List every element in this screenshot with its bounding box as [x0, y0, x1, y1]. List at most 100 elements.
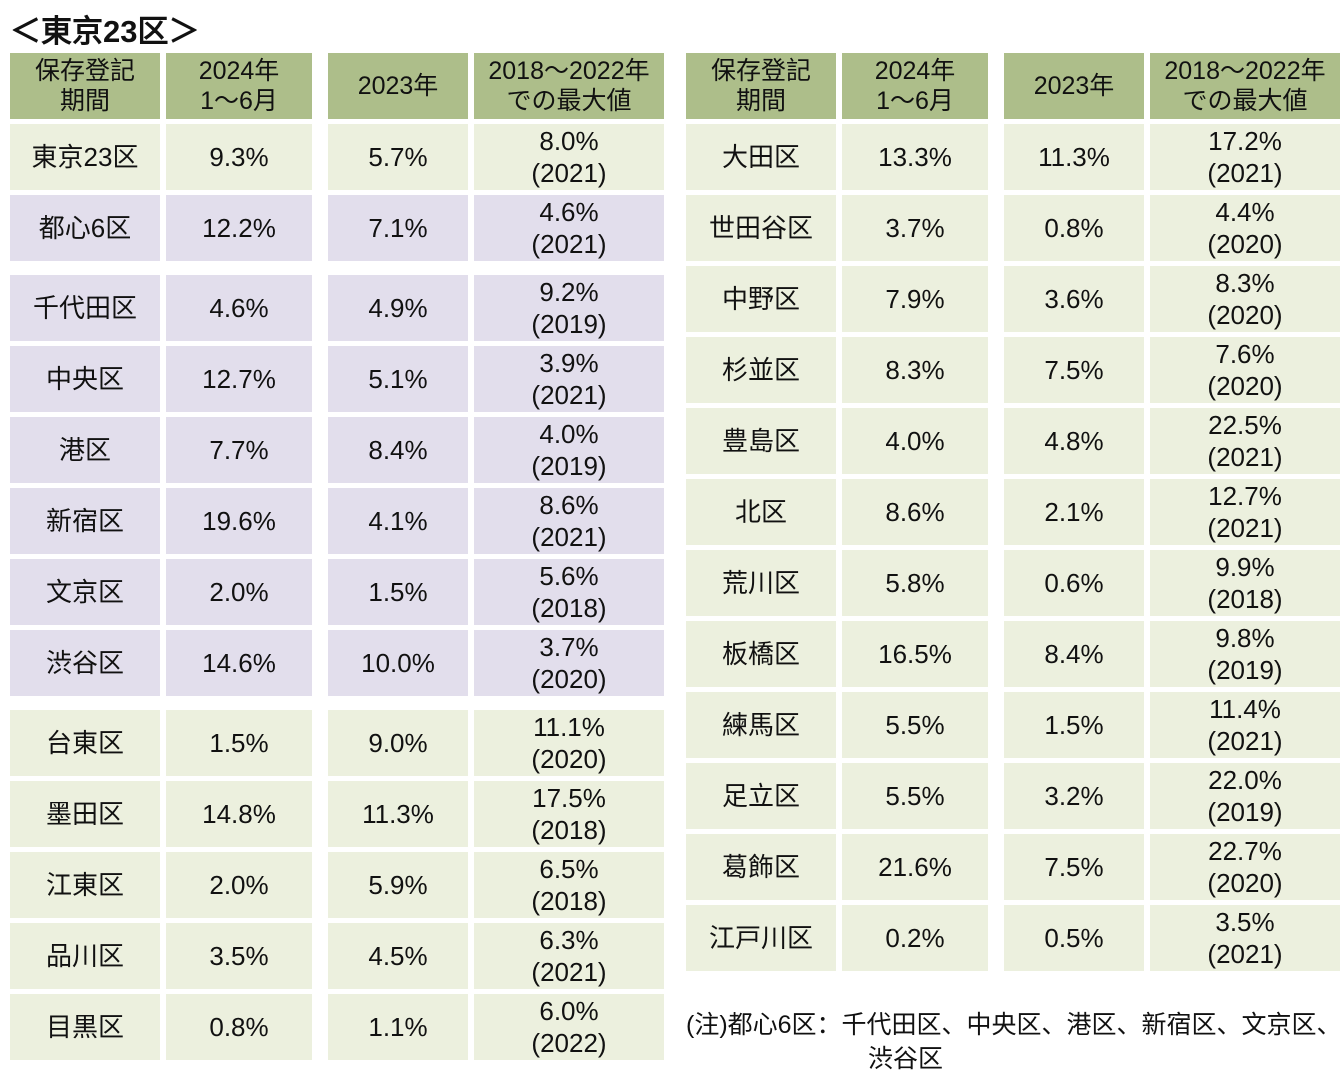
max-value: 3.9%	[539, 348, 599, 378]
table-row: 大田区 13.3% 11.3% 17.2% (2021)	[686, 124, 1340, 190]
max-value-cell: 11.1% (2020)	[474, 710, 664, 776]
value-2024-h1-cell: 3.5%	[166, 923, 312, 989]
ward-name-cell: 練馬区	[686, 692, 836, 758]
ward-name-cell: 大田区	[686, 124, 836, 190]
column-header-max-2018-2022: 2018～2022年 での最大値	[474, 53, 664, 119]
max-value: 4.4%	[1215, 197, 1275, 227]
max-value-cell: 12.7% (2021)	[1150, 479, 1340, 545]
ward-name-cell: 品川区	[10, 923, 160, 989]
ward-name-cell: 江東区	[10, 852, 160, 918]
max-year: (2018)	[531, 886, 607, 916]
max-value-cell: 3.9% (2021)	[474, 346, 664, 412]
ward-name-cell: 都心6区	[10, 195, 160, 261]
table-row: 中野区 7.9% 3.6% 8.3% (2020)	[686, 266, 1340, 332]
value-2023-cell: 8.4%	[1004, 621, 1144, 687]
value-2024-h1-cell: 7.7%	[166, 417, 312, 483]
table-row: 葛飾区 21.6% 7.5% 22.7% (2020)	[686, 834, 1340, 900]
max-value-cell: 22.7% (2020)	[1150, 834, 1340, 900]
ward-name-cell: 江戸川区	[686, 905, 836, 971]
max-value: 9.2%	[539, 277, 599, 307]
value-2024-h1-cell: 16.5%	[842, 621, 988, 687]
max-value-cell: 9.9% (2018)	[1150, 550, 1340, 616]
value-2024-h1-cell: 9.3%	[166, 124, 312, 190]
value-2023-cell: 1.5%	[1004, 692, 1144, 758]
ward-name-cell: 台東区	[10, 710, 160, 776]
value-2023-cell: 7.5%	[1004, 834, 1144, 900]
value-2023-cell: 11.3%	[328, 781, 468, 847]
value-2023-cell: 0.6%	[1004, 550, 1144, 616]
table-row: 中央区 12.7% 5.1% 3.9% (2021)	[10, 346, 664, 412]
ward-name-cell: 渋谷区	[10, 630, 160, 696]
header-row: 保存登記 期間 2024年 1～6月 2023年 2018～2022年 での最大値	[10, 53, 664, 119]
max-year: (2020)	[1207, 371, 1283, 401]
value-2024-h1-cell: 8.3%	[842, 337, 988, 403]
value-2024-h1-cell: 3.7%	[842, 195, 988, 261]
max-value: 6.5%	[539, 854, 599, 884]
max-year: (2020)	[1207, 300, 1283, 330]
ward-name-cell: 東京23区	[10, 124, 160, 190]
value-2023-cell: 0.8%	[1004, 195, 1144, 261]
ward-name-cell: 足立区	[686, 763, 836, 829]
header-row: 保存登記 期間 2024年 1～6月 2023年 2018～2022年 での最大値	[686, 53, 1340, 119]
max-year: (2021)	[531, 380, 607, 410]
max-value: 11.4%	[1209, 694, 1281, 724]
max-value: 8.6%	[539, 490, 599, 520]
value-2023-cell: 7.1%	[328, 195, 468, 261]
value-2024-h1-cell: 1.5%	[166, 710, 312, 776]
max-value-cell: 8.6% (2021)	[474, 488, 664, 554]
max-value: 6.0%	[539, 996, 599, 1026]
max-value: 22.5%	[1208, 410, 1282, 440]
max-value: 22.0%	[1208, 765, 1282, 795]
value-2023-cell: 3.2%	[1004, 763, 1144, 829]
max-year: (2020)	[1207, 868, 1283, 898]
footnote-line-1: (注)都心6区：千代田区、中央区、港区、新宿区、文京区、	[686, 1011, 1342, 1039]
column-header-max-2018-2022: 2018～2022年 での最大値	[1150, 53, 1340, 119]
value-2024-h1-cell: 2.0%	[166, 852, 312, 918]
value-2023-cell: 4.8%	[1004, 408, 1144, 474]
max-year: (2021)	[1207, 726, 1283, 756]
max-value: 3.5%	[1215, 907, 1275, 937]
max-year: (2021)	[1207, 939, 1283, 969]
value-2023-cell: 4.9%	[328, 275, 468, 341]
ward-name-cell: 千代田区	[10, 275, 160, 341]
table-row: 練馬区 5.5% 1.5% 11.4% (2021)	[686, 692, 1340, 758]
column-header-period: 保存登記 期間	[10, 53, 160, 119]
table-row: 千代田区 4.6% 4.9% 9.2% (2019)	[10, 275, 664, 341]
max-value: 6.3%	[539, 925, 599, 955]
value-2023-cell: 4.5%	[328, 923, 468, 989]
value-2023-cell: 4.1%	[328, 488, 468, 554]
table-row: 品川区 3.5% 4.5% 6.3% (2021)	[10, 923, 664, 989]
max-value-cell: 6.0% (2022)	[474, 994, 664, 1060]
max-year: (2021)	[1207, 442, 1283, 472]
max-value: 3.7%	[539, 632, 599, 662]
max-value-cell: 6.3% (2021)	[474, 923, 664, 989]
value-2023-cell: 2.1%	[1004, 479, 1144, 545]
max-year: (2019)	[1207, 797, 1283, 827]
ward-name-cell: 墨田区	[10, 781, 160, 847]
ward-name-cell: 港区	[10, 417, 160, 483]
ward-name-cell: 目黒区	[10, 994, 160, 1060]
column-header-2024-h1: 2024年 1～6月	[166, 53, 312, 119]
value-2024-h1-cell: 14.8%	[166, 781, 312, 847]
ward-name-cell: 文京区	[10, 559, 160, 625]
value-2024-h1-cell: 12.2%	[166, 195, 312, 261]
max-value-cell: 8.0% (2021)	[474, 124, 664, 190]
table-row: 豊島区 4.0% 4.8% 22.5% (2021)	[686, 408, 1340, 474]
value-2024-h1-cell: 0.8%	[166, 994, 312, 1060]
ward-table-right: 保存登記 期間 2024年 1～6月 2023年 2018～2022年 での最大値 大田…	[686, 53, 1340, 971]
max-value-cell: 7.6% (2020)	[1150, 337, 1340, 403]
table-row: 墨田区 14.8% 11.3% 17.5% (2018)	[10, 781, 664, 847]
value-2023-cell: 7.5%	[1004, 337, 1144, 403]
max-value-cell: 22.5% (2021)	[1150, 408, 1340, 474]
value-2024-h1-cell: 13.3%	[842, 124, 988, 190]
value-2023-cell: 8.4%	[328, 417, 468, 483]
table-row: 新宿区 19.6% 4.1% 8.6% (2021)	[10, 488, 664, 554]
max-value-cell: 17.5% (2018)	[474, 781, 664, 847]
ward-name-cell: 荒川区	[686, 550, 836, 616]
max-value-cell: 6.5% (2018)	[474, 852, 664, 918]
footnote: (注)都心6区：千代田区、中央区、港区、新宿区、文京区、 渋谷区	[686, 1008, 1342, 1076]
max-value-cell: 9.2% (2019)	[474, 275, 664, 341]
value-2024-h1-cell: 5.5%	[842, 692, 988, 758]
max-value-cell: 4.4% (2020)	[1150, 195, 1340, 261]
table-row: 東京23区 9.3% 5.7% 8.0% (2021)	[10, 124, 664, 190]
